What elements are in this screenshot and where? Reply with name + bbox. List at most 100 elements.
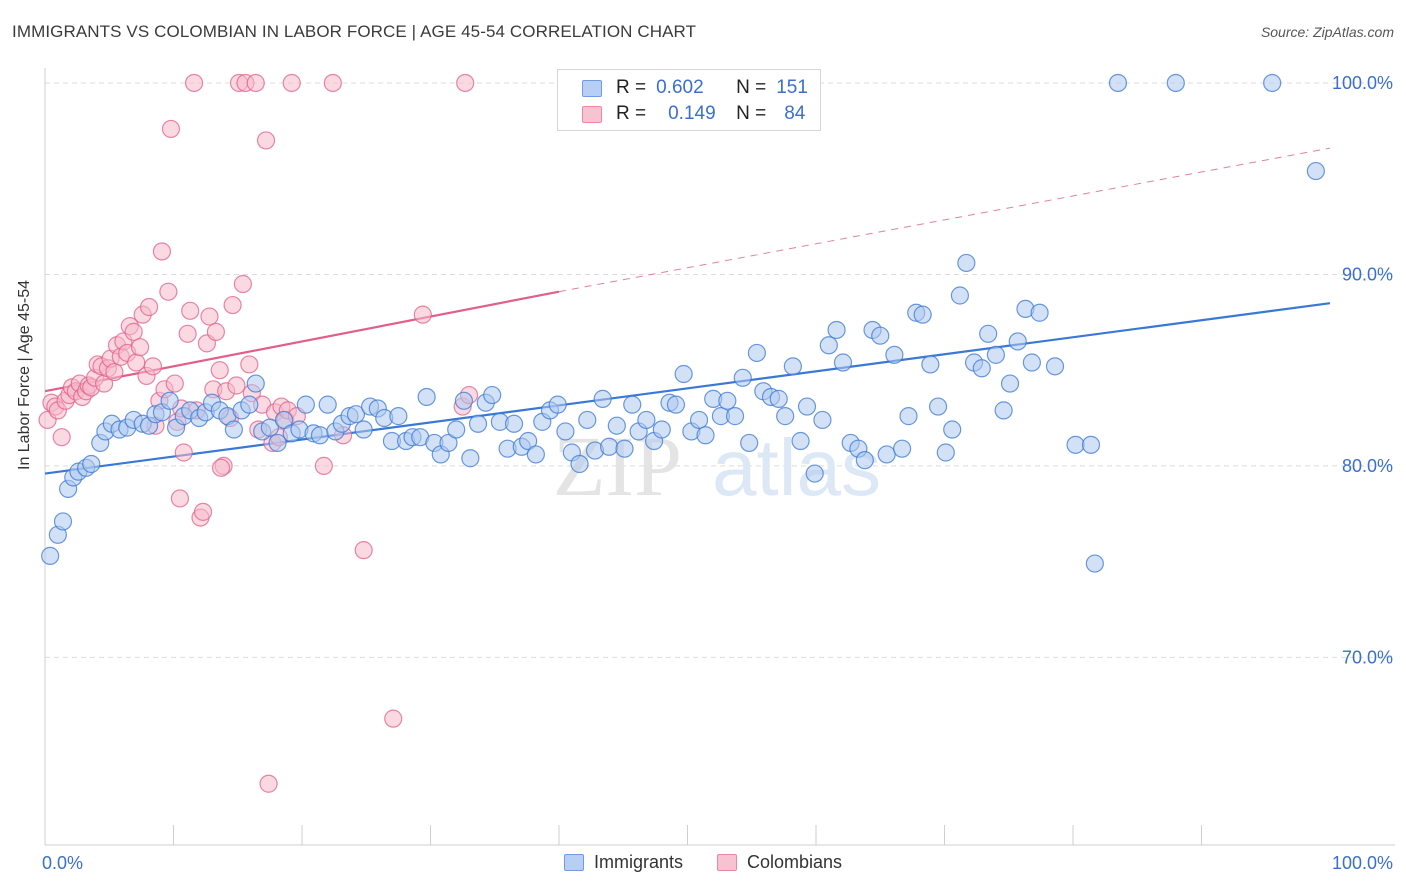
data-point <box>181 301 200 320</box>
data-point <box>877 445 896 464</box>
legend-item-colombians[interactable]: Colombians <box>716 852 842 873</box>
y-tick-label: 100.0% <box>1332 73 1393 93</box>
source-label: Source: ZipAtlas.com <box>1260 24 1394 40</box>
data-point <box>161 119 181 139</box>
r-value: 0.602 <box>656 77 704 98</box>
data-point <box>260 418 279 437</box>
data-point <box>783 357 802 376</box>
immigrants-swatch <box>582 79 602 97</box>
data-point <box>456 73 475 93</box>
n-value: 151 <box>776 77 808 98</box>
data-point <box>139 297 159 317</box>
data-point <box>174 443 193 462</box>
data-point <box>593 389 612 408</box>
data-point <box>354 420 373 439</box>
data-point <box>246 374 265 393</box>
data-point <box>274 410 294 430</box>
data-point <box>439 433 458 453</box>
data-point <box>913 305 932 324</box>
data-point <box>747 343 766 363</box>
data-point <box>1081 435 1101 454</box>
data-point <box>1000 374 1020 393</box>
data-point <box>1066 435 1085 454</box>
y-axis-label: In Labor Force | Age 45-54 <box>16 279 33 470</box>
data-point <box>210 361 229 380</box>
data-point <box>41 546 60 565</box>
data-point <box>827 320 846 340</box>
data-point <box>833 353 853 372</box>
trend-line-immigrants <box>44 302 1331 475</box>
trend-line-colombians-extension <box>558 147 1331 293</box>
data-point <box>600 437 619 456</box>
data-point <box>526 445 545 464</box>
data-point <box>314 456 333 476</box>
data-point <box>1045 357 1065 376</box>
data-point <box>206 322 226 341</box>
data-point <box>718 391 737 410</box>
data-point <box>389 407 408 426</box>
data-point <box>170 489 190 508</box>
y-tick-label: 70.0% <box>1342 647 1393 667</box>
data-point <box>637 410 656 430</box>
data-point <box>130 338 150 357</box>
x-tick-label: 0.0% <box>42 853 83 873</box>
data-point <box>813 410 832 430</box>
data-points <box>38 73 1325 793</box>
n-value: 84 <box>784 103 806 124</box>
data-point <box>224 420 243 439</box>
data-point <box>413 305 432 324</box>
data-point <box>240 395 259 414</box>
data-point <box>160 391 179 410</box>
legend-swatch-colombians <box>716 854 737 871</box>
y-tick-label: 90.0% <box>1342 264 1393 284</box>
data-point <box>666 395 686 414</box>
data-point <box>899 407 918 426</box>
chart-title: IMMIGRANTS VS COLOMBIAN IN LABOR FORCE |… <box>12 22 697 41</box>
data-point <box>548 395 567 414</box>
data-point <box>240 355 259 374</box>
data-point <box>323 73 342 93</box>
data-point <box>447 420 466 439</box>
data-point <box>819 336 838 355</box>
legend-swatch-immigrants <box>563 854 584 871</box>
data-point <box>143 357 163 376</box>
data-point <box>871 326 890 345</box>
data-point <box>504 414 524 433</box>
data-point <box>623 395 642 414</box>
data-point <box>52 428 71 447</box>
data-point <box>607 416 626 435</box>
data-point <box>1022 353 1041 372</box>
data-point <box>152 242 172 261</box>
data-point <box>1263 73 1282 93</box>
data-point <box>211 458 231 477</box>
data-point <box>268 433 287 453</box>
n-label: N = <box>736 77 767 98</box>
data-point <box>986 345 1006 364</box>
data-point <box>178 324 197 343</box>
data-point <box>769 389 788 408</box>
data-point <box>384 709 403 728</box>
legend-item-immigrants[interactable]: Immigrants <box>563 852 683 873</box>
y-tick-label: 80.0% <box>1342 456 1393 476</box>
data-point <box>1085 554 1104 573</box>
data-point <box>578 410 597 430</box>
x-tick-labels: 0.0% 100.0% <box>42 853 1393 873</box>
data-point <box>318 395 337 414</box>
data-point <box>200 307 219 326</box>
data-point <box>1306 161 1325 181</box>
data-point <box>1008 332 1027 351</box>
data-point <box>256 131 276 150</box>
data-point <box>615 439 634 458</box>
data-point <box>994 401 1013 420</box>
data-point <box>791 431 810 451</box>
data-point <box>259 774 278 793</box>
data-point <box>227 376 246 395</box>
data-point <box>921 355 940 374</box>
data-point <box>296 395 315 414</box>
data-point <box>556 422 575 441</box>
data-point <box>733 368 752 387</box>
data-point <box>193 502 213 521</box>
y-tick-labels: 70.0% 80.0% 90.0% 100.0% <box>1332 73 1393 667</box>
data-point <box>454 391 474 410</box>
r-label: R = <box>616 77 647 98</box>
